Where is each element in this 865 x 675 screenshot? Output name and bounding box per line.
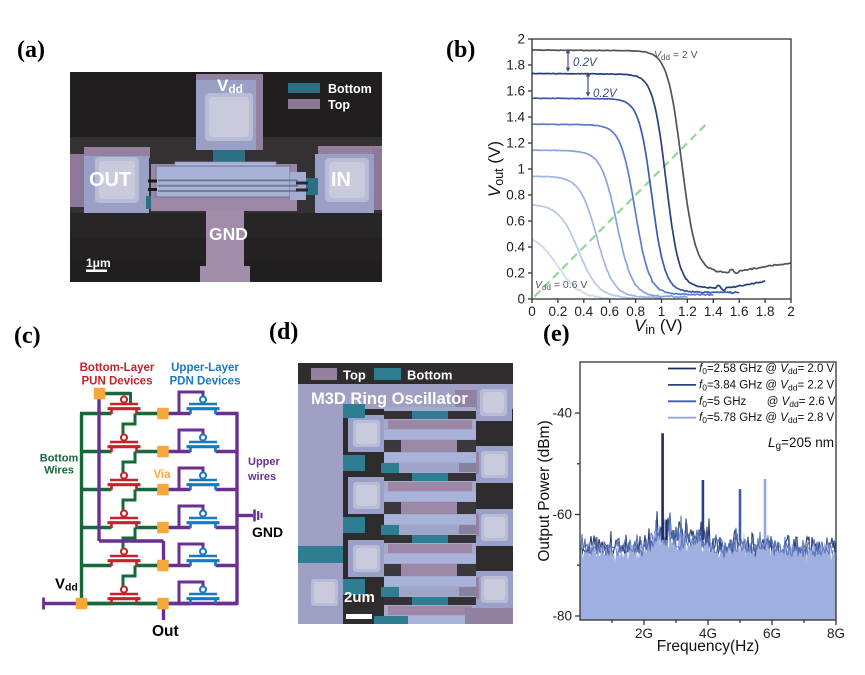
- svg-text:0.6: 0.6: [506, 214, 525, 229]
- svg-text:0.8: 0.8: [626, 304, 645, 319]
- svg-text:(b): (b): [446, 37, 475, 63]
- svg-text:1.2: 1.2: [506, 136, 525, 151]
- svg-text:1μm: 1μm: [86, 256, 111, 270]
- svg-text:Bottom: Bottom: [40, 453, 79, 465]
- svg-text:Vin (V): Vin (V): [634, 316, 682, 337]
- svg-text:8G: 8G: [827, 626, 845, 641]
- svg-text:GND: GND: [209, 224, 248, 244]
- svg-text:1.4: 1.4: [506, 110, 525, 125]
- svg-text:PUN Devices: PUN Devices: [82, 376, 153, 388]
- svg-text:0: 0: [517, 292, 525, 307]
- svg-text:1.6: 1.6: [730, 304, 749, 319]
- svg-text:Upper-Layer: Upper-Layer: [171, 362, 239, 374]
- svg-text:1.2: 1.2: [678, 304, 697, 319]
- svg-text:(c): (c): [14, 323, 41, 349]
- svg-text:f0=5 GHz @ Vdd= 2.6 V: f0=5 GHz @ Vdd= 2.6 V: [699, 396, 836, 409]
- svg-text:(a): (a): [17, 37, 45, 63]
- svg-text:(d): (d): [269, 319, 298, 345]
- svg-text:0.4: 0.4: [506, 240, 525, 255]
- svg-text:0.6: 0.6: [600, 304, 619, 319]
- svg-text:0.2V: 0.2V: [573, 57, 598, 69]
- svg-text:Vout (V): Vout (V): [485, 141, 506, 197]
- svg-text:1.4: 1.4: [704, 304, 723, 319]
- svg-text:Vdd = 0.6 V: Vdd = 0.6 V: [535, 279, 587, 292]
- svg-text:1.8: 1.8: [756, 304, 775, 319]
- svg-text:Wires: Wires: [44, 465, 74, 477]
- svg-text:0.2: 0.2: [506, 266, 525, 281]
- svg-text:OUT: OUT: [89, 169, 131, 191]
- svg-text:4G: 4G: [699, 626, 717, 641]
- svg-text:Vdd = 2 V: Vdd = 2 V: [654, 49, 698, 62]
- svg-text:2: 2: [517, 32, 525, 47]
- svg-text:f0=2.58 GHz @ Vdd= 2.0 V: f0=2.58 GHz @ Vdd= 2.0 V: [699, 363, 835, 376]
- svg-text:2um: 2um: [344, 589, 375, 606]
- svg-text:0.4: 0.4: [574, 304, 593, 319]
- svg-text:1: 1: [658, 304, 666, 319]
- svg-text:(e): (e): [543, 321, 570, 347]
- svg-text:0: 0: [528, 304, 536, 319]
- svg-text:0.8: 0.8: [506, 188, 525, 203]
- svg-text:Top: Top: [328, 98, 350, 112]
- svg-text:GND: GND: [252, 524, 283, 540]
- svg-text:Top: Top: [343, 368, 366, 383]
- svg-text:-40: -40: [552, 406, 572, 421]
- svg-text:-80: -80: [552, 609, 572, 624]
- svg-text:Frequency(Hz): Frequency(Hz): [657, 638, 760, 655]
- svg-text:1.8: 1.8: [506, 58, 525, 73]
- svg-text:Bottom: Bottom: [328, 82, 372, 96]
- svg-text:0.2: 0.2: [549, 304, 568, 319]
- svg-text:M3D Ring Oscillator: M3D Ring Oscillator: [311, 390, 468, 408]
- svg-text:1: 1: [517, 162, 525, 177]
- svg-text:2G: 2G: [635, 626, 653, 641]
- svg-text:2: 2: [787, 304, 795, 319]
- svg-text:IN: IN: [331, 169, 351, 191]
- svg-text:Upper: Upper: [248, 456, 281, 468]
- svg-text:Bottom: Bottom: [407, 368, 453, 383]
- svg-text:1.6: 1.6: [506, 84, 525, 99]
- svg-text:0.2V: 0.2V: [593, 88, 618, 100]
- svg-text:Via: Via: [153, 469, 171, 481]
- svg-text:Output Power (dBm): Output Power (dBm): [536, 420, 553, 561]
- svg-text:Lg=205 nm: Lg=205 nm: [768, 435, 834, 452]
- svg-text:PDN Devices: PDN Devices: [170, 376, 241, 388]
- svg-text:f0=5.78 GHz @ Vdd= 2.8 V: f0=5.78 GHz @ Vdd= 2.8 V: [699, 412, 835, 425]
- svg-text:6G: 6G: [763, 626, 781, 641]
- svg-text:wires: wires: [247, 471, 276, 483]
- svg-text:-60: -60: [552, 507, 572, 522]
- svg-text:f0=3.84 GHz @ Vdd= 2.2 V: f0=3.84 GHz @ Vdd= 2.2 V: [699, 379, 835, 392]
- svg-text:Out: Out: [152, 623, 179, 640]
- svg-text:Bottom-Layer: Bottom-Layer: [80, 362, 155, 374]
